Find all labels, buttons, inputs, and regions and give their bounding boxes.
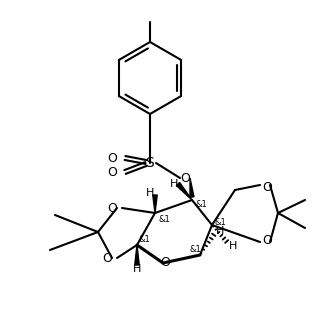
Polygon shape bbox=[176, 182, 192, 200]
Text: H: H bbox=[146, 188, 154, 198]
Text: H: H bbox=[216, 226, 224, 236]
Text: O: O bbox=[180, 171, 190, 184]
Text: &1: &1 bbox=[139, 234, 151, 244]
Text: H: H bbox=[229, 241, 237, 251]
Text: H: H bbox=[133, 264, 141, 274]
Text: &1: &1 bbox=[159, 214, 171, 223]
Polygon shape bbox=[153, 195, 157, 213]
Text: &1: &1 bbox=[190, 246, 202, 255]
Text: O: O bbox=[107, 166, 117, 178]
Text: O: O bbox=[107, 202, 117, 214]
Text: H: H bbox=[170, 179, 178, 189]
Polygon shape bbox=[135, 245, 139, 265]
Text: O: O bbox=[160, 257, 170, 269]
Text: S: S bbox=[146, 156, 154, 170]
Polygon shape bbox=[190, 178, 194, 197]
Text: O: O bbox=[102, 252, 112, 264]
Text: O: O bbox=[107, 152, 117, 165]
Text: &1: &1 bbox=[215, 217, 227, 226]
Text: &1: &1 bbox=[196, 200, 208, 209]
Text: O: O bbox=[262, 233, 272, 247]
Text: O: O bbox=[262, 180, 272, 194]
